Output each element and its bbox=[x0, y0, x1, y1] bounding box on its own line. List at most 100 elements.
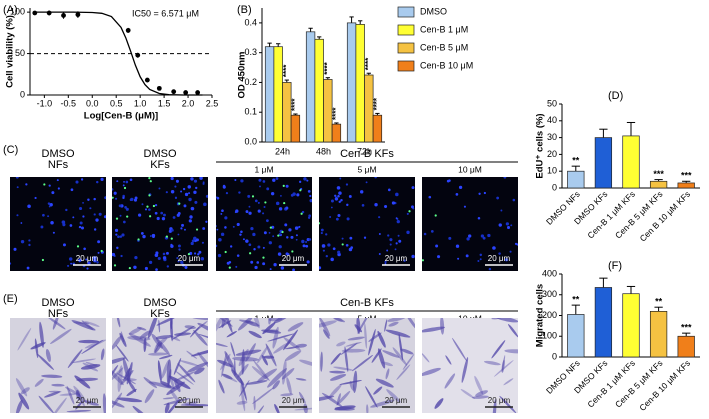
nucleus bbox=[391, 201, 396, 205]
cell bbox=[298, 391, 306, 404]
scale-bar-label: 20 μm bbox=[282, 254, 305, 263]
cell bbox=[329, 370, 346, 374]
nucleus bbox=[292, 268, 296, 271]
nucleus bbox=[257, 245, 261, 249]
legend-label: Cen-B 10 μM bbox=[420, 60, 473, 70]
nucleus bbox=[329, 216, 332, 218]
nucleus bbox=[265, 219, 269, 223]
nucleus bbox=[156, 216, 160, 221]
cell bbox=[235, 349, 262, 356]
x-tick-label: Cen B 10 μM KFs bbox=[638, 189, 693, 244]
panel-label: (C) bbox=[3, 144, 18, 156]
edu-positive bbox=[178, 202, 181, 205]
significance: ** bbox=[572, 156, 580, 166]
nucleus bbox=[205, 220, 208, 223]
nucleus bbox=[322, 249, 325, 252]
nucleus bbox=[307, 190, 311, 193]
significance: **** bbox=[373, 97, 382, 110]
cell bbox=[39, 321, 44, 348]
nucleus bbox=[411, 255, 414, 258]
edu-positive bbox=[262, 256, 265, 259]
cell bbox=[115, 344, 129, 362]
cell bbox=[501, 355, 506, 373]
bar bbox=[567, 314, 585, 358]
nucleus bbox=[337, 194, 340, 198]
column-header: DMSO bbox=[42, 297, 75, 309]
data-point bbox=[61, 13, 66, 18]
cell bbox=[274, 403, 280, 413]
nucleus bbox=[397, 234, 400, 237]
group-header: Cen-B KFs bbox=[340, 148, 394, 160]
cell bbox=[237, 363, 249, 378]
y-tick-label: 0.1 bbox=[244, 107, 257, 117]
cell bbox=[48, 390, 62, 393]
nucleus bbox=[93, 213, 96, 216]
cell bbox=[80, 364, 101, 370]
cell bbox=[385, 368, 390, 380]
nucleus bbox=[262, 180, 266, 183]
panel-label: (A) bbox=[3, 4, 18, 16]
nucleus bbox=[248, 205, 251, 208]
nucleus bbox=[86, 267, 89, 270]
nucleus bbox=[72, 216, 75, 219]
nucleus bbox=[262, 212, 265, 215]
legend-swatch bbox=[397, 42, 415, 54]
nucleus bbox=[330, 206, 333, 209]
nucleus bbox=[296, 193, 300, 197]
cell bbox=[336, 341, 346, 347]
nucleus bbox=[487, 233, 491, 238]
edu-positive bbox=[269, 226, 272, 229]
x-tick-label: Cen-B 1 μM KFs bbox=[585, 358, 637, 410]
nucleus bbox=[423, 232, 427, 236]
x-tick-label: Cen-B 5 μM KFs bbox=[613, 189, 665, 241]
edu-positive bbox=[146, 205, 149, 208]
nucleus bbox=[155, 268, 158, 271]
nucleus bbox=[75, 180, 79, 184]
cell bbox=[179, 360, 199, 367]
nucleus bbox=[378, 216, 381, 219]
legend-swatch bbox=[397, 24, 415, 36]
y-tick-label: 0.3 bbox=[244, 47, 257, 57]
nucleus bbox=[477, 216, 481, 220]
cell bbox=[67, 349, 83, 369]
cell bbox=[66, 385, 75, 405]
edu-positive bbox=[152, 204, 155, 208]
nucleus bbox=[335, 217, 339, 221]
nucleus bbox=[479, 258, 482, 261]
edu-positive bbox=[264, 201, 267, 204]
cell bbox=[18, 392, 30, 410]
nucleus bbox=[303, 177, 307, 181]
x-tick-label: 2.5 bbox=[206, 98, 219, 108]
nucleus bbox=[406, 230, 410, 235]
data-point bbox=[156, 85, 162, 91]
cell bbox=[370, 399, 395, 408]
cell bbox=[405, 318, 415, 330]
nucleus bbox=[97, 240, 101, 244]
image-background bbox=[319, 177, 415, 271]
data-point bbox=[183, 90, 189, 95]
nucleus bbox=[448, 236, 452, 240]
cell bbox=[341, 348, 366, 353]
edu-positive bbox=[281, 230, 284, 234]
nucleus bbox=[232, 225, 235, 228]
cell bbox=[257, 368, 278, 383]
cell bbox=[170, 389, 180, 404]
nucleus bbox=[10, 262, 12, 265]
nucleus bbox=[113, 191, 117, 195]
cell bbox=[357, 318, 371, 334]
cell bbox=[191, 318, 208, 321]
y-tick-label: 50 bbox=[15, 48, 25, 58]
cell bbox=[503, 378, 514, 386]
cell bbox=[197, 322, 208, 334]
nucleus bbox=[80, 178, 84, 181]
nucleus bbox=[338, 200, 341, 204]
nucleus bbox=[504, 258, 509, 262]
nucleus bbox=[157, 256, 161, 261]
cell bbox=[84, 321, 100, 327]
nucleus bbox=[512, 198, 516, 202]
nucleus bbox=[104, 196, 106, 200]
data-point bbox=[195, 90, 201, 95]
nucleus bbox=[178, 248, 181, 251]
cell bbox=[217, 359, 233, 368]
cell bbox=[226, 331, 237, 338]
